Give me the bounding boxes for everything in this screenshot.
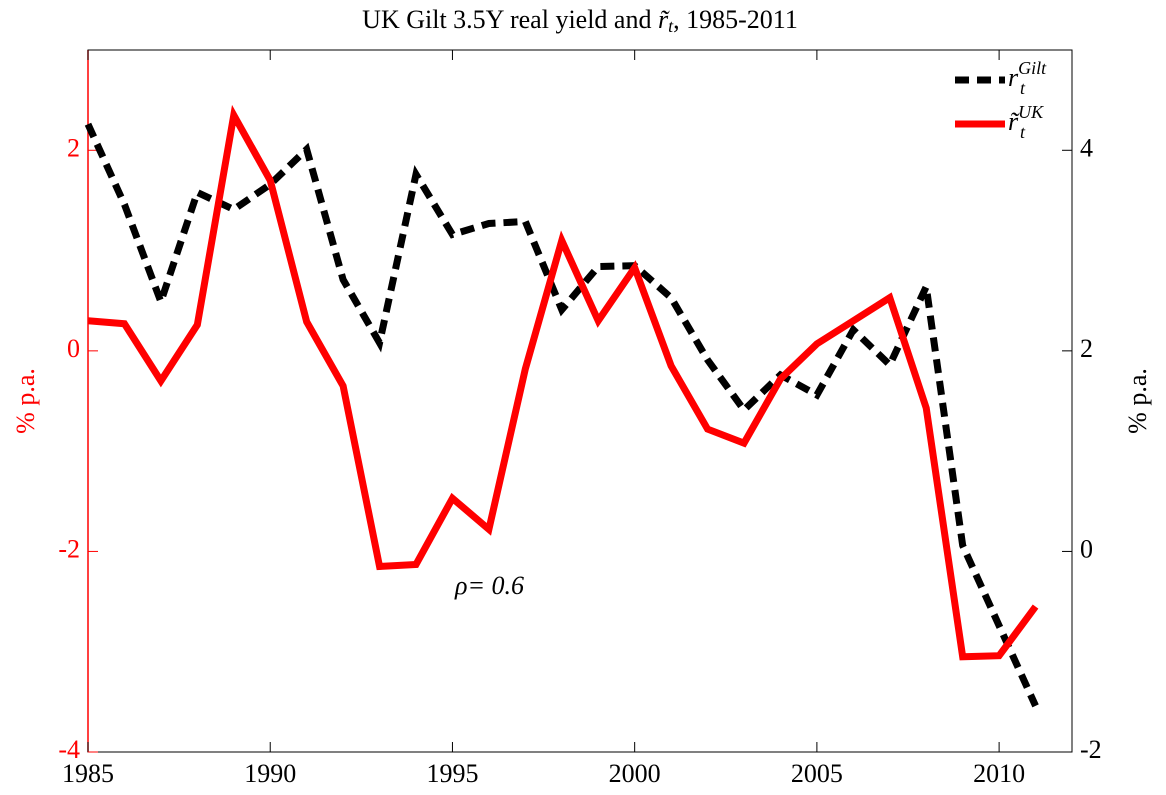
x-tick-label: 1990 bbox=[244, 759, 296, 788]
title-symbol: r̃ bbox=[658, 5, 670, 34]
legend-name: r bbox=[1008, 63, 1019, 92]
y-tick-label: -4 bbox=[58, 735, 80, 764]
y2-tick-label: -2 bbox=[1080, 735, 1102, 764]
y2-axis-label: % p.a. bbox=[1123, 368, 1152, 434]
y2-tick-label: 0 bbox=[1080, 534, 1093, 563]
series-line bbox=[87, 104, 1039, 661]
legend-label: r̃UK t bbox=[1008, 102, 1044, 142]
title-text: UK Gilt 3.5Y real yield and bbox=[362, 5, 658, 34]
y2-tick-label: 4 bbox=[1080, 133, 1093, 162]
y-axis-label: % p.a. bbox=[11, 368, 40, 434]
y-tick-label: -2 bbox=[58, 534, 80, 563]
x-tick-label: 2010 bbox=[973, 759, 1025, 788]
legend-name: r̃ bbox=[1008, 107, 1020, 136]
legend-sub: t bbox=[1020, 122, 1026, 142]
series-line bbox=[84, 122, 1039, 708]
y-tick-label: 2 bbox=[67, 133, 80, 162]
x-tick-label: 1995 bbox=[426, 759, 478, 788]
x-tick-label: 1985 bbox=[62, 759, 114, 788]
legend-sup: UK bbox=[1018, 102, 1044, 122]
x-tick-label: 2000 bbox=[609, 759, 661, 788]
y-tick-label: 0 bbox=[67, 334, 80, 363]
y2-tick-label: 2 bbox=[1080, 334, 1093, 363]
title-sub: t bbox=[668, 16, 674, 36]
annotation: ρ= 0.6 bbox=[454, 571, 524, 600]
x-tick-label: 2005 bbox=[791, 759, 843, 788]
title-text: , 1985-2011 bbox=[673, 5, 798, 34]
legend-sub: t bbox=[1020, 78, 1026, 98]
legend-label: rGilt t bbox=[1008, 58, 1047, 98]
legend-sup: Gilt bbox=[1018, 58, 1047, 78]
chart-title: UK Gilt 3.5Y real yield and r̃t, 1985-20… bbox=[362, 5, 798, 36]
